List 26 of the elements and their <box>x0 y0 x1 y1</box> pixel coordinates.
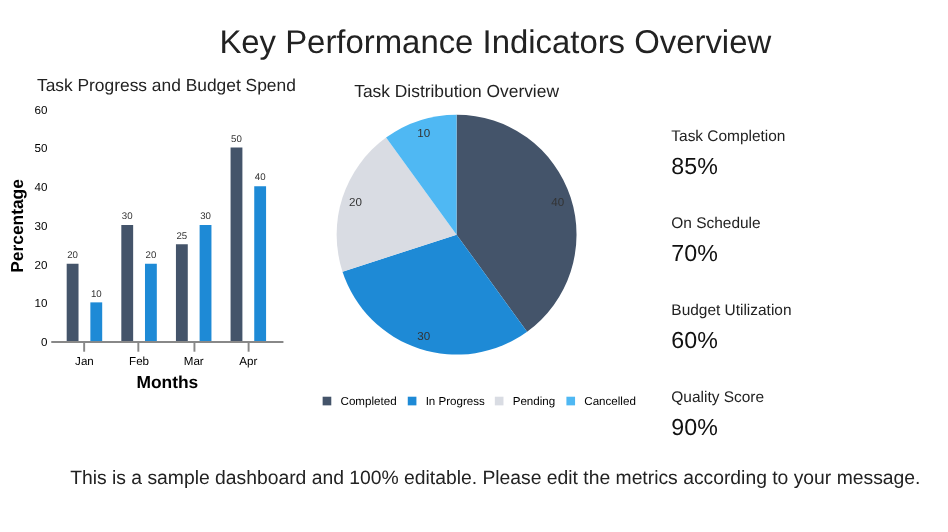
category-label: Task Completion <box>671 126 786 145</box>
pie-slice <box>342 234 528 355</box>
bar <box>90 302 103 342</box>
y-axis-title: Percentage <box>6 178 27 273</box>
chart-title: Task Distribution Overview <box>354 81 561 102</box>
bar <box>66 263 79 342</box>
pie-slice <box>336 137 457 272</box>
text: 70% <box>671 240 718 267</box>
x-axis-title: Months <box>136 372 199 393</box>
bar <box>199 224 212 342</box>
bar <box>144 263 157 342</box>
category-label: Budget Utilization <box>671 300 792 319</box>
text: Key Performance Indicators Overview <box>219 24 772 61</box>
category-label: On Schedule <box>671 213 761 232</box>
text: 60% <box>671 327 718 354</box>
text: This is a sample dashboard and 100% editable. Please edit the metrics according to your message. <box>70 468 921 491</box>
pie-slice <box>456 114 577 332</box>
pie-slice <box>386 114 457 235</box>
chart-title: Task Progress and Budget Spend <box>36 75 297 96</box>
text: 85% <box>671 153 718 180</box>
text: 90% <box>671 414 718 441</box>
bar <box>175 244 188 342</box>
bar <box>121 224 134 342</box>
bar <box>230 147 243 342</box>
category-label: Quality Score <box>671 388 765 406</box>
bar <box>254 186 267 342</box>
